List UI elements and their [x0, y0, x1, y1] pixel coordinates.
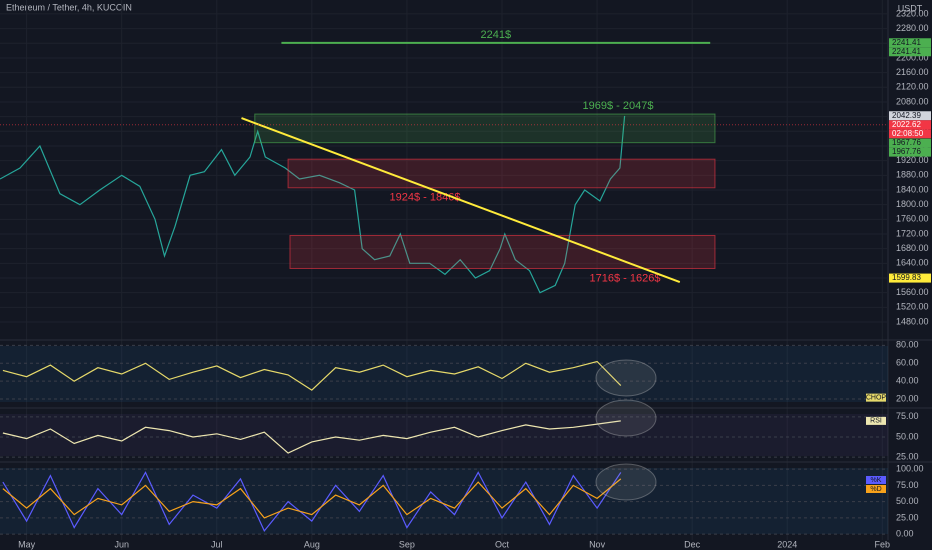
indicator-line [2, 471, 622, 533]
highlight [595, 463, 657, 501]
countdown: 02:08:50 [892, 129, 924, 138]
y-tick-label: 2160.00 [896, 67, 929, 77]
indicator-line [2, 360, 622, 391]
indicator-line [2, 478, 622, 519]
y-tick-label: 25.00 [896, 452, 919, 462]
price-tag-label: 2022.62 [892, 120, 921, 129]
y-tick-label: 1840.00 [896, 184, 929, 194]
price-tag-label: 2042.39 [892, 111, 921, 120]
y-tick-label: 1800.00 [896, 199, 929, 209]
y-tick-label: 1880.00 [896, 170, 929, 180]
price-line [0, 115, 626, 294]
currency: USDT [898, 3, 923, 13]
price-tag-label: 2241.41 [892, 38, 921, 47]
highlight [595, 399, 657, 437]
pane-band [0, 414, 888, 456]
legend-label: CHOP [866, 394, 887, 401]
x-tick-label: May [18, 539, 36, 549]
zone [254, 113, 716, 144]
y-tick-label: 40.00 [896, 376, 919, 386]
level-label: 2241$ [481, 29, 512, 41]
x-tick-label: Aug [304, 539, 320, 549]
price-tag-label: 1967.76 [892, 138, 921, 147]
legend-tag [866, 485, 886, 493]
y-tick-label: 0.00 [896, 529, 914, 539]
y-tick-label: 1760.00 [896, 214, 929, 224]
y-tick-label: 1520.00 [896, 302, 929, 312]
price-tag [889, 120, 931, 130]
y-tick-label: 75.00 [896, 411, 919, 421]
y-tick-label: 2080.00 [896, 96, 929, 106]
price-tag [889, 47, 931, 57]
zone-label: 1924$ - 1846$ [390, 192, 461, 204]
y-tick-label: 2320.00 [896, 8, 929, 18]
price-tag [889, 273, 931, 283]
x-tick-label: Dec [684, 539, 701, 549]
zone [287, 158, 716, 189]
y-tick-label: 50.00 [896, 496, 919, 506]
legend-label: %D [870, 486, 881, 493]
zone-label: 1716$ - 1626$ [590, 272, 661, 284]
y-tick-label: 1560.00 [896, 287, 929, 297]
legend-tag [866, 393, 886, 402]
price-tag [889, 111, 931, 121]
legend-tag [866, 476, 886, 484]
pane-band [0, 468, 888, 534]
y-tick-label: 20.00 [896, 393, 919, 403]
legend-label: %K [871, 477, 882, 484]
price-tag-label: 1967.76 [892, 147, 921, 156]
x-tick-label: Sep [399, 539, 415, 549]
y-tick-label: 2280.00 [896, 23, 929, 33]
y-tick-label: 60.00 [896, 358, 919, 368]
x-tick-label: Nov [589, 539, 606, 549]
y-tick-label: 1680.00 [896, 243, 929, 253]
y-tick-label: 2120.00 [896, 82, 929, 92]
price-tag [889, 138, 931, 148]
y-tick-label: 1920.00 [896, 155, 929, 165]
x-tick-label: Oct [495, 539, 510, 549]
pane-band [0, 346, 888, 402]
indicator-line [2, 420, 621, 454]
highlight [595, 359, 657, 397]
price-tag-label: 2241.41 [892, 47, 921, 56]
x-tick-label: Jun [114, 539, 129, 549]
x-tick-label: Feb [875, 539, 891, 549]
x-tick-label: Jul [211, 539, 223, 549]
legend-tag [866, 416, 886, 425]
y-tick-label: 2200.00 [896, 52, 929, 62]
x-tick-label: 2024 [777, 539, 797, 549]
y-tick-label: 50.00 [896, 431, 919, 441]
price-tag [889, 38, 931, 48]
y-tick-label: 1640.00 [896, 258, 929, 268]
y-tick-label: 80.00 [896, 340, 919, 350]
y-tick-label: 100.00 [896, 464, 924, 474]
legend-label: RSI [870, 418, 882, 425]
trendline [241, 117, 681, 283]
chart-title: Ethereum / Tether, 4h, KUCOIN [6, 2, 132, 12]
y-tick-label: 75.00 [896, 480, 919, 490]
zone-label: 1969$ - 2047$ [583, 100, 654, 112]
countdown-box [889, 129, 931, 139]
y-tick-label: 25.00 [896, 512, 919, 522]
y-tick-label: 1480.00 [896, 316, 929, 326]
zone [289, 234, 716, 269]
price-tag [889, 147, 931, 157]
price-tag-label: 1599.83 [892, 273, 921, 282]
y-tick-label: 1720.00 [896, 228, 929, 238]
